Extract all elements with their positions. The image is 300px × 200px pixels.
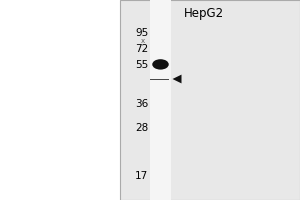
Bar (120, 0, 300, 200)
Text: 36: 36 (135, 99, 148, 109)
Text: 72: 72 (135, 44, 148, 54)
Text: 28: 28 (135, 123, 148, 133)
Polygon shape (172, 75, 182, 83)
Text: 55: 55 (135, 60, 148, 70)
Text: x: x (140, 38, 145, 44)
Text: 17: 17 (135, 171, 148, 181)
Ellipse shape (152, 59, 169, 70)
Bar (150, 0, 171, 200)
Text: 95: 95 (135, 28, 148, 38)
Bar (0, 0, 120, 200)
Text: HepG2: HepG2 (184, 6, 224, 20)
